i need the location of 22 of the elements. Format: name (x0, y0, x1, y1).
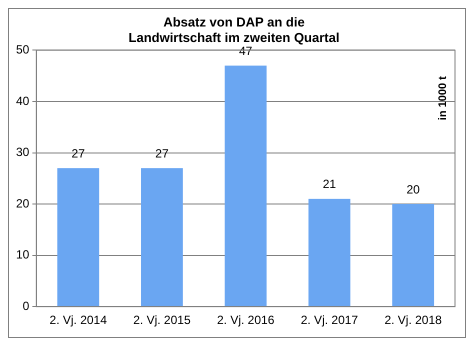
x-tick-label: 2. Vj. 2017 (300, 313, 358, 328)
y-tick-label: 50 (16, 42, 30, 57)
y-tick-label: 20 (16, 196, 30, 210)
data-label: 27 (155, 146, 169, 160)
data-label: 27 (72, 146, 86, 160)
y-tick-label: 30 (16, 145, 30, 160)
bar (224, 66, 267, 306)
data-label: 20 (406, 182, 420, 196)
x-tick-label: 2. Vj. 2015 (133, 313, 191, 328)
x-tick-label: 2. Vj. 2016 (216, 313, 275, 328)
y-axis-title: in 1000 t (437, 76, 450, 120)
data-label: 21 (322, 177, 336, 192)
bar (308, 198, 350, 306)
bar (141, 168, 183, 306)
x-tick-label: 2. Vj. 2018 (384, 313, 442, 328)
y-tick-label: 10 (16, 248, 30, 262)
bar (57, 168, 100, 306)
chart-title: Absatz von DAP an die Landwirtschaft im zweiten Quartal (128, 14, 340, 45)
x-tick-label: 2. Vj. 2014 (50, 313, 108, 328)
y-tick-label: 40 (16, 94, 30, 108)
y-tick-label: 0 (22, 298, 30, 313)
bar (392, 204, 434, 306)
